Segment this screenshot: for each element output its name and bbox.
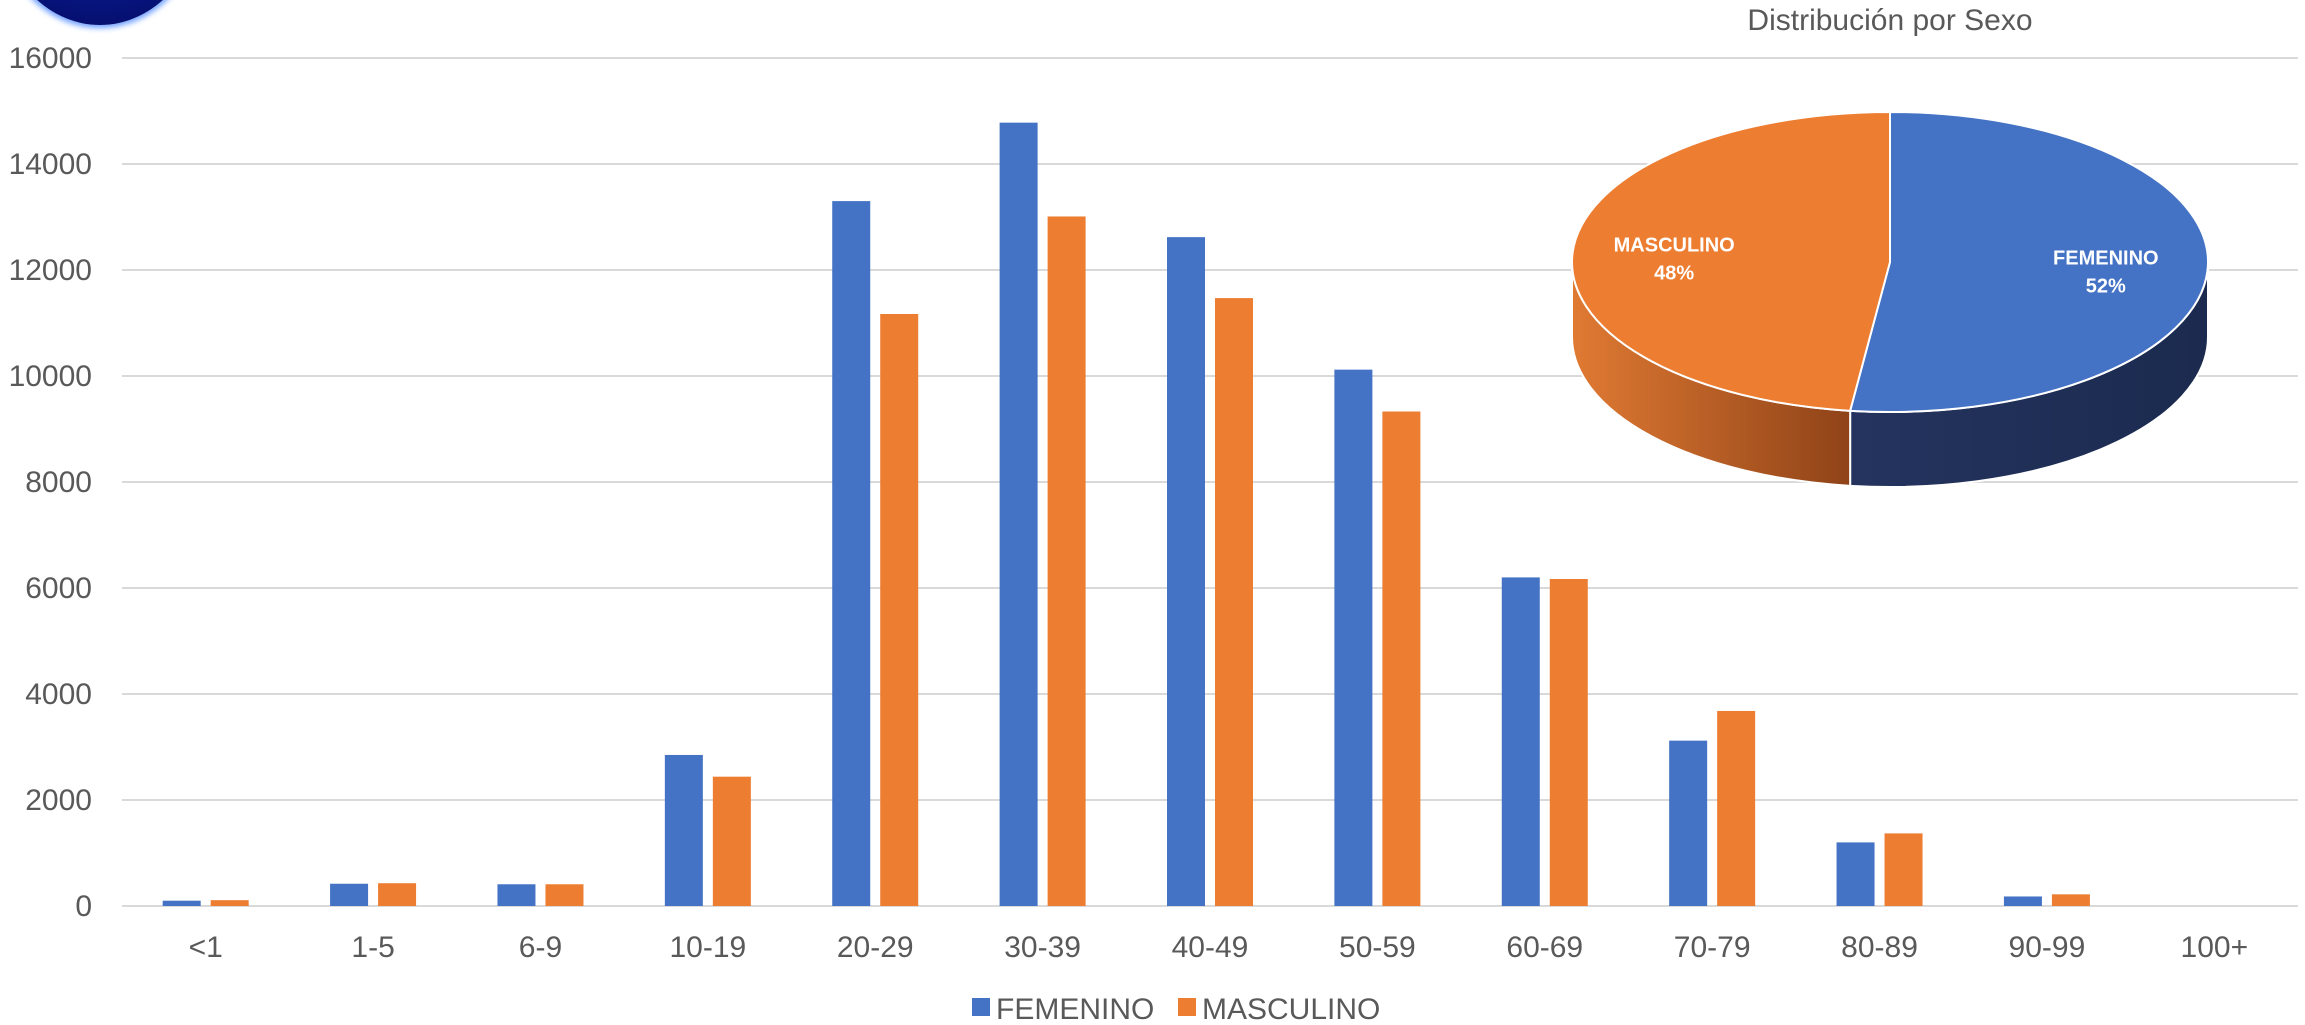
bar-femenino xyxy=(1669,740,1708,906)
y-tick-label: 0 xyxy=(75,890,92,923)
bar-masculino xyxy=(2051,894,2090,906)
bar-femenino xyxy=(330,883,369,906)
pie-title: Distribución por Sexo xyxy=(1747,4,2032,37)
pie-slice-femenino xyxy=(1848,110,2209,413)
x-tick-label: 90-99 xyxy=(2009,931,2086,964)
bar-femenino xyxy=(497,884,536,906)
bar-masculino xyxy=(1215,298,1253,907)
bar-masculino xyxy=(712,776,751,906)
pie-label-percent: 48% xyxy=(1654,263,1694,285)
pie-slice-masculino xyxy=(1571,110,1891,412)
x-tick-label: 100+ xyxy=(2181,931,2249,964)
x-tick-label: 6-9 xyxy=(519,931,562,964)
x-tick-label: 1-5 xyxy=(351,931,394,964)
legend-label-masculino: MASCULINO xyxy=(1202,993,1380,1025)
bar-femenino xyxy=(1334,369,1373,906)
x-tick-label: <1 xyxy=(189,931,223,964)
pie-label-name: FEMENINO xyxy=(2053,247,2159,269)
bar-masculino xyxy=(1717,710,1756,906)
y-tick-label: 2000 xyxy=(25,784,92,817)
y-tick-label: 10000 xyxy=(9,360,92,393)
bar-masculino xyxy=(880,313,919,906)
legend-label-femenino: FEMENINO xyxy=(996,993,1154,1025)
bar-masculino xyxy=(545,884,584,906)
bar-femenino xyxy=(1167,237,1205,906)
x-tick-label: 70-79 xyxy=(1674,931,1751,964)
bar-femenino xyxy=(1836,842,1875,906)
bar-masculino xyxy=(1549,578,1588,906)
bar-masculino xyxy=(378,883,417,906)
bar-femenino xyxy=(2003,896,2042,906)
pie-label-name: MASCULINO xyxy=(1614,235,1735,257)
x-tick-label: 10-19 xyxy=(669,931,746,964)
bar-masculino xyxy=(1047,216,1086,907)
legend: FEMENINO MASCULINO xyxy=(972,993,1380,1025)
bar-femenino xyxy=(162,900,201,906)
bar-femenino xyxy=(664,754,703,906)
y-tick-label: 6000 xyxy=(25,572,92,605)
bar-masculino xyxy=(1884,833,1923,906)
x-tick-label: 40-49 xyxy=(1172,931,1249,964)
x-axis: <1 1-5 6-9 10-19 20-29 30-39 40-49 50-59 60-69 70… xyxy=(189,931,2249,964)
x-tick-label: 20-29 xyxy=(837,931,914,964)
bar-femenino xyxy=(999,122,1038,906)
legend-swatch-masculino xyxy=(1178,998,1196,1016)
bar-masculino xyxy=(1382,411,1421,906)
y-tick-label: 14000 xyxy=(9,148,92,181)
pie-label-percent: 52% xyxy=(2086,275,2126,297)
bar-femenino xyxy=(1501,577,1540,906)
bars xyxy=(162,122,2090,907)
pie-chart: Distribución por Sexo FEMENINO 52% MASCULI… xyxy=(1571,4,2209,488)
x-tick-label: 60-69 xyxy=(1506,931,1583,964)
x-tick-label: 30-39 xyxy=(1004,931,1081,964)
bar-femenino xyxy=(832,201,871,907)
legend-swatch-femenino xyxy=(972,998,990,1016)
y-axis: 0 2000 4000 6000 8000 10000 12000 14000 16000 xyxy=(9,42,92,923)
y-tick-label: 16000 xyxy=(9,42,92,75)
y-tick-label: 12000 xyxy=(9,254,92,287)
y-tick-label: 8000 xyxy=(25,466,92,499)
bar-masculino xyxy=(210,900,249,906)
x-tick-label: 80-89 xyxy=(1841,931,1918,964)
x-tick-label: 50-59 xyxy=(1339,931,1416,964)
y-tick-label: 4000 xyxy=(25,678,92,711)
